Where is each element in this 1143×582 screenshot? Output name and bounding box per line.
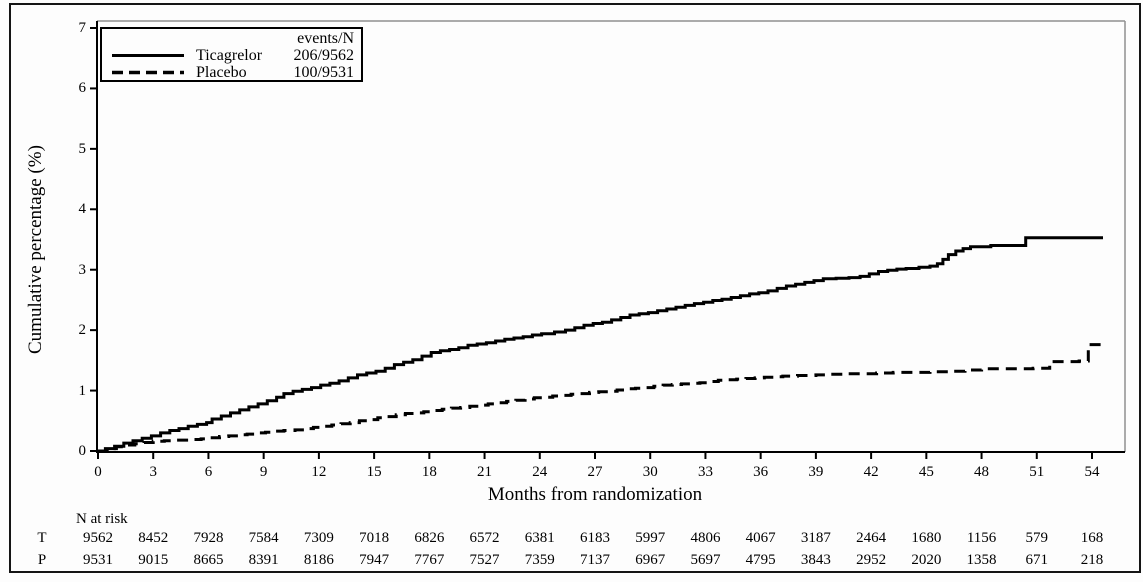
risk-value: 4806 (690, 530, 721, 546)
risk-value: 1156 (966, 530, 997, 546)
x-tick-label: 9 (259, 464, 268, 480)
risk-value: 5997 (635, 530, 666, 546)
ticagrelor-curve (98, 236, 1103, 453)
risk-value: 6381 (524, 530, 555, 546)
placebo-curve (98, 343, 1103, 453)
y-tick-label: 6 (78, 80, 87, 97)
x-tick-label: 18 (421, 464, 437, 480)
risk-row-label-t: T (37, 530, 47, 546)
risk-value: 9531 (83, 552, 113, 568)
x-tick-label: 45 (918, 464, 934, 480)
legend-box: events/N Ticagrelor 206/9562 Placebo 100… (100, 27, 363, 82)
y-axis-title: Cumulative percentage (%) (25, 145, 46, 355)
risk-value: 7309 (303, 530, 334, 546)
x-tick-label: 54 (1084, 464, 1100, 480)
risk-value: 671 (1025, 552, 1049, 568)
risk-value: 7137 (580, 552, 610, 568)
y-tick-label: 2 (78, 322, 87, 339)
risk-value: 2464 (856, 530, 887, 546)
y-tick-label: 5 (78, 140, 87, 157)
x-tick-label: 3 (149, 464, 157, 480)
risk-row-label-p: P (37, 552, 47, 568)
legend-value-ticagrelor: 206/9562 (293, 46, 354, 64)
risk-value: 9015 (138, 552, 169, 568)
risk-value: 8452 (138, 530, 169, 546)
x-tick-label: 36 (753, 464, 769, 480)
legend-label-ticagrelor: Ticagrelor (196, 46, 263, 64)
risk-value: 7018 (359, 530, 390, 546)
risk-value: 3187 (800, 530, 831, 546)
risk-value: 7527 (469, 552, 500, 568)
n-at-risk-title: N at risk (76, 511, 128, 527)
risk-value: 5697 (690, 552, 721, 568)
x-tick-label: 33 (697, 464, 713, 480)
risk-value: 6826 (414, 530, 445, 546)
risk-value: 2952 (856, 552, 887, 568)
risk-value: 7584 (248, 530, 279, 546)
x-tick-label: 48 (974, 464, 990, 480)
legend-label-placebo: Placebo (196, 63, 247, 81)
legend-row-ticagrelor: Ticagrelor 206/9562 (112, 47, 354, 64)
x-tick-label: 24 (532, 464, 548, 480)
x-tick-label: 42 (863, 464, 879, 480)
y-tick-label: 1 (78, 382, 87, 399)
risk-value: 8186 (303, 552, 334, 568)
risk-value: 7767 (414, 552, 445, 568)
risk-value: 6572 (469, 530, 500, 546)
risk-value: 9562 (83, 530, 113, 546)
solid-line-swatch-icon (112, 47, 184, 64)
x-tick-label: 27 (587, 464, 603, 480)
y-tick-label: 3 (78, 261, 87, 278)
risk-value: 7359 (524, 552, 555, 568)
risk-value: 4795 (745, 552, 776, 568)
x-tick-label: 51 (1029, 464, 1045, 480)
x-tick-label: 21 (477, 464, 493, 480)
x-tick-label: 6 (204, 464, 213, 480)
risk-value: 3843 (800, 552, 831, 568)
x-axis-title: Months from randomization (487, 484, 703, 505)
legend-header: events/N (297, 30, 354, 47)
x-tick-label: 15 (366, 464, 382, 480)
dashed-line-swatch-icon (112, 64, 184, 81)
risk-value: 6967 (635, 552, 666, 568)
risk-value: 2020 (911, 552, 942, 568)
risk-value: 7947 (359, 552, 390, 568)
x-tick-label: 30 (642, 464, 658, 480)
y-tick-label: 7 (78, 20, 87, 36)
legend-value-placebo: 100/9531 (293, 63, 354, 81)
y-tick-label: 0 (78, 443, 87, 459)
risk-value: 1358 (966, 552, 997, 568)
risk-value: 6183 (580, 530, 610, 546)
x-tick-label: 39 (808, 464, 824, 480)
x-tick-label: 12 (311, 464, 327, 480)
x-tick-label: 0 (94, 464, 102, 480)
risk-value: 218 (1080, 552, 1104, 568)
risk-value: 8665 (193, 552, 224, 568)
legend-row-placebo: Placebo 100/9531 (112, 64, 354, 81)
risk-value: 1680 (911, 530, 942, 546)
risk-value: 8391 (248, 552, 279, 568)
risk-value: 4067 (745, 530, 776, 546)
risk-value: 7928 (193, 530, 224, 546)
risk-value: 168 (1080, 530, 1104, 546)
risk-value: 579 (1025, 530, 1049, 546)
y-tick-label: 4 (78, 201, 87, 218)
